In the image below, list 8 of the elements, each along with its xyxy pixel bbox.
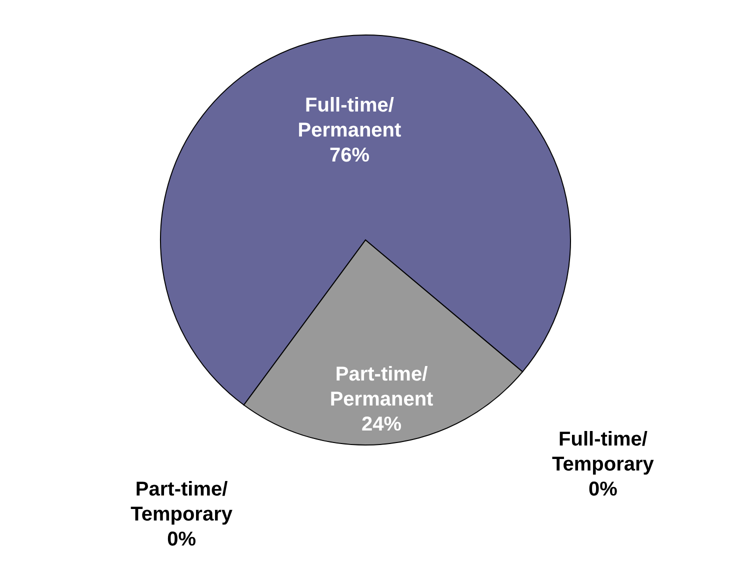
data-label: 76%: [329, 144, 370, 167]
slice-label: Full-time/Permanent: [298, 94, 402, 142]
text: 0%: [167, 528, 196, 551]
category-label: Part-time/Temporary: [130, 478, 232, 526]
slice-label: Part-time/Permanent: [330, 363, 434, 410]
data-label: 24%: [362, 413, 402, 436]
category-label: Full-time/Temporary: [552, 428, 654, 476]
text: 0%: [588, 478, 618, 500]
